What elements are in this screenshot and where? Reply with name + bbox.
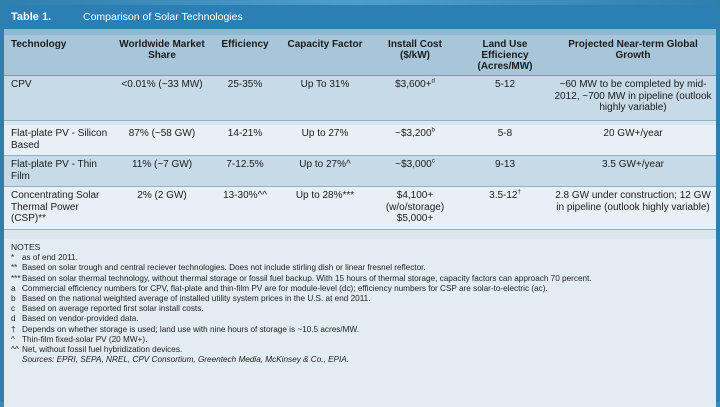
column-header: Install Cost ($/kW) (370, 35, 460, 76)
table-title-bar: Table 1. Comparison of Solar Technologie… (4, 5, 716, 29)
technology-cell: Flat-plate PV - Thin Film (4, 155, 114, 187)
install-cost-cell: $3,600+d (370, 75, 460, 121)
install-cost-cell: $4,100+ (w/o/storage) $5,000+ (370, 186, 460, 230)
note-item: d Based on vendor-provided data. (11, 314, 139, 324)
capacity-factor-cell: Up to 27%^ (280, 155, 370, 187)
note-item: b Based on the national weighted average … (11, 294, 371, 304)
table-row: CPV <0.01% (~33 MW) 25-35% Up To 31% $3,… (4, 75, 716, 121)
column-header: Land Use Efficiency (Acres/MW) (460, 35, 550, 76)
capacity-factor-cell: Up To 31% (280, 75, 370, 121)
growth-cell: 3.5 GW+/year (550, 155, 716, 187)
notes-heading: NOTES (11, 242, 41, 252)
column-header: Technology (4, 35, 114, 76)
table-row: Concentrating Solar Thermal Power (CSP)*… (4, 186, 716, 230)
install-cost-cell: ~$3,000c (370, 155, 460, 187)
growth-cell: ~60 MW to be completed by mid-2012, ~700… (550, 75, 716, 121)
header-row: Technology Worldwide Market Share Effici… (4, 35, 716, 76)
market-share-cell: 2% (2 GW) (114, 186, 210, 230)
install-cost-cell: ~$3,200b (370, 125, 460, 156)
sources-line: Sources: EPRI, SEPA, NREL, CPV Consortiu… (22, 355, 350, 365)
notes-section: NOTES * as of end 2011. ** Based on solar … (4, 239, 716, 407)
column-header: Efficiency (210, 35, 280, 76)
efficiency-cell: 13-30%^^ (210, 186, 280, 230)
market-share-cell: 11% (~7 GW) (114, 155, 210, 187)
growth-cell: 20 GW+/year (550, 125, 716, 156)
column-header: Projected Near-term Global Growth (550, 35, 716, 76)
land-use-cell: 9-13 (460, 155, 550, 187)
notes-spacer (4, 230, 716, 239)
table-number: Table 1. (11, 11, 52, 23)
row-spacer (4, 120, 716, 125)
land-use-cell: 5-12 (460, 75, 550, 121)
title-divider (4, 29, 716, 35)
note-item: c Based on average reported first solar i… (11, 304, 204, 314)
technology-cell: Concentrating Solar Thermal Power (CSP)*… (4, 186, 114, 230)
table-row: Flat-plate PV - Thin Film 11% (~7 GW) 7-… (4, 155, 716, 187)
capacity-factor-cell: Up to 27% (280, 125, 370, 156)
note-item: a Commercial efficiency numbers for CPV, … (11, 283, 548, 293)
note-item: ** Based on solar trough and central reci… (11, 263, 426, 273)
land-use-cell: 3.5-12† (460, 186, 550, 230)
market-share-cell: 87% (~58 GW) (114, 125, 210, 156)
efficiency-cell: 25-35% (210, 75, 280, 121)
market-share-cell: <0.01% (~33 MW) (114, 75, 210, 121)
table-panel: Table 1. Comparison of Solar Technologie… (4, 5, 716, 407)
efficiency-cell: 7-12.5% (210, 155, 280, 187)
note-item: *** Based on solar thermal technology, wi… (11, 273, 592, 283)
column-header: Capacity Factor (280, 35, 370, 76)
note-item: * as of end 2011. (11, 253, 78, 263)
efficiency-cell: 14-21% (210, 125, 280, 156)
capacity-factor-cell: Up to 28%*** (280, 186, 370, 230)
technology-cell: CPV (4, 75, 114, 121)
growth-cell: 2.8 GW under construction; 12 GW in pipe… (550, 186, 716, 230)
note-item: ^ Thin-film fixed-solar PV (20 MW+). (11, 334, 148, 344)
land-use-cell: 5-8 (460, 125, 550, 156)
column-header: Worldwide Market Share (114, 35, 210, 76)
table-row: Flat-plate PV - Silicon Based 87% (~58 G… (4, 125, 716, 156)
note-item: † Depends on whether storage is used; lan… (11, 324, 360, 334)
technology-cell: Flat-plate PV - Silicon Based (4, 125, 114, 156)
table-caption: Comparison of Solar Technologies (83, 11, 243, 23)
note-item: ^^ Net, without fossil fuel hybridization… (11, 345, 183, 355)
solar-comparison-table: Technology Worldwide Market Share Effici… (4, 35, 716, 230)
